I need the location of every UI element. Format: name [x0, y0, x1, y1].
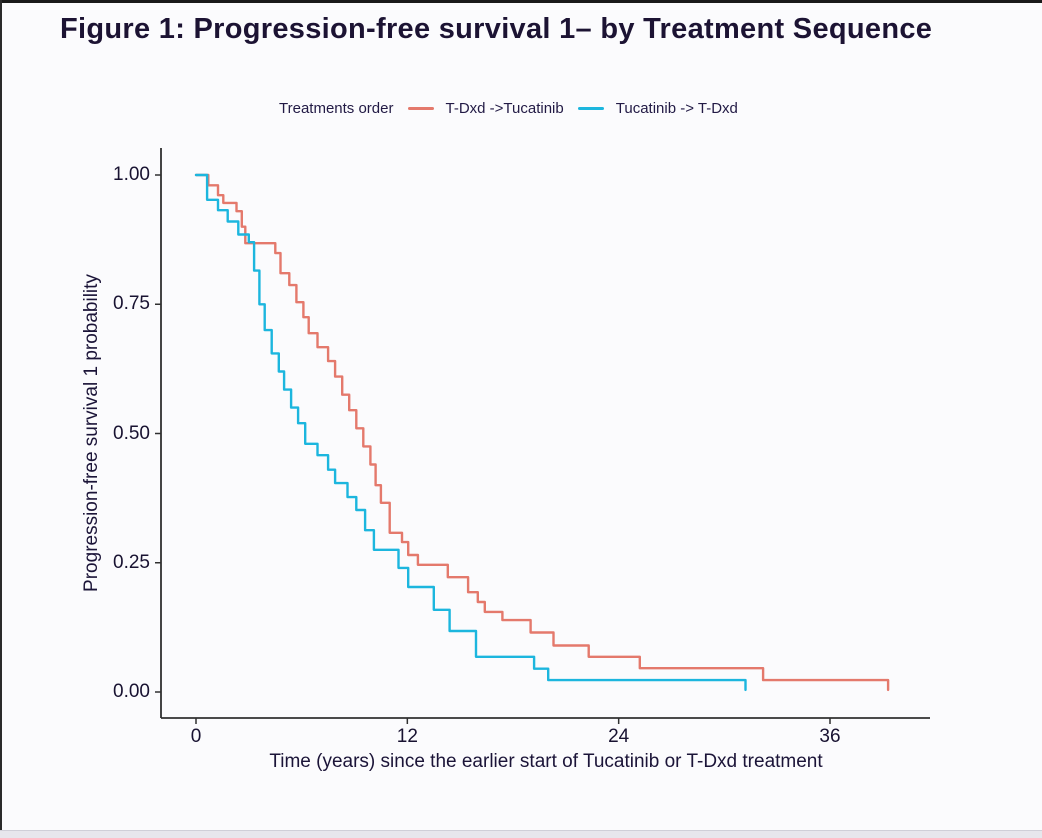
- km-curve-tdxd-first: [194, 173, 890, 692]
- legend-label-tdxd-first: T-Dxd ->Tucatinib: [445, 99, 564, 117]
- figure-title: Figure 1: Progression-free survival 1– b…: [60, 13, 933, 45]
- legend-line-icon-tucatinib-first: [577, 106, 604, 110]
- x-axis-title: Time (years) since the earlier start of …: [269, 751, 823, 772]
- y-tick-label-0.25: 0.25: [113, 551, 150, 573]
- legend-entry-tucatinib-first: Tucatinib -> T-Dxd: [577, 99, 738, 117]
- y-tick-label-0.50: 0.50: [113, 422, 150, 444]
- y-tick-label-0.00: 0.00: [113, 681, 150, 702]
- legend-title: Treatments order: [279, 99, 394, 117]
- frame-edge-left: [0, 0, 2, 838]
- y-tick-label-1.00: 1.00: [113, 164, 150, 185]
- x-tick-label-12: 12: [396, 726, 418, 747]
- x-tick-label-36: 36: [819, 726, 841, 747]
- y-tick-label-0.75: 0.75: [113, 293, 150, 315]
- legend-label-tucatinib-first: Tucatinib -> T-Dxd: [615, 99, 738, 117]
- frame-edge-top: [0, 0, 1042, 3]
- frame-edge-bottom: [0, 830, 1042, 838]
- legend-line-icon-tdxd-first: [407, 106, 434, 110]
- km-curve-tucatinib-first: [194, 173, 747, 692]
- x-tick-label-0: 0: [190, 726, 202, 747]
- legend: Treatments order T-Dxd ->Tucatinib Tucat…: [279, 99, 738, 117]
- x-tick-label-24: 24: [608, 726, 630, 747]
- legend-entry-tdxd-first: T-Dxd ->Tucatinib: [407, 99, 564, 117]
